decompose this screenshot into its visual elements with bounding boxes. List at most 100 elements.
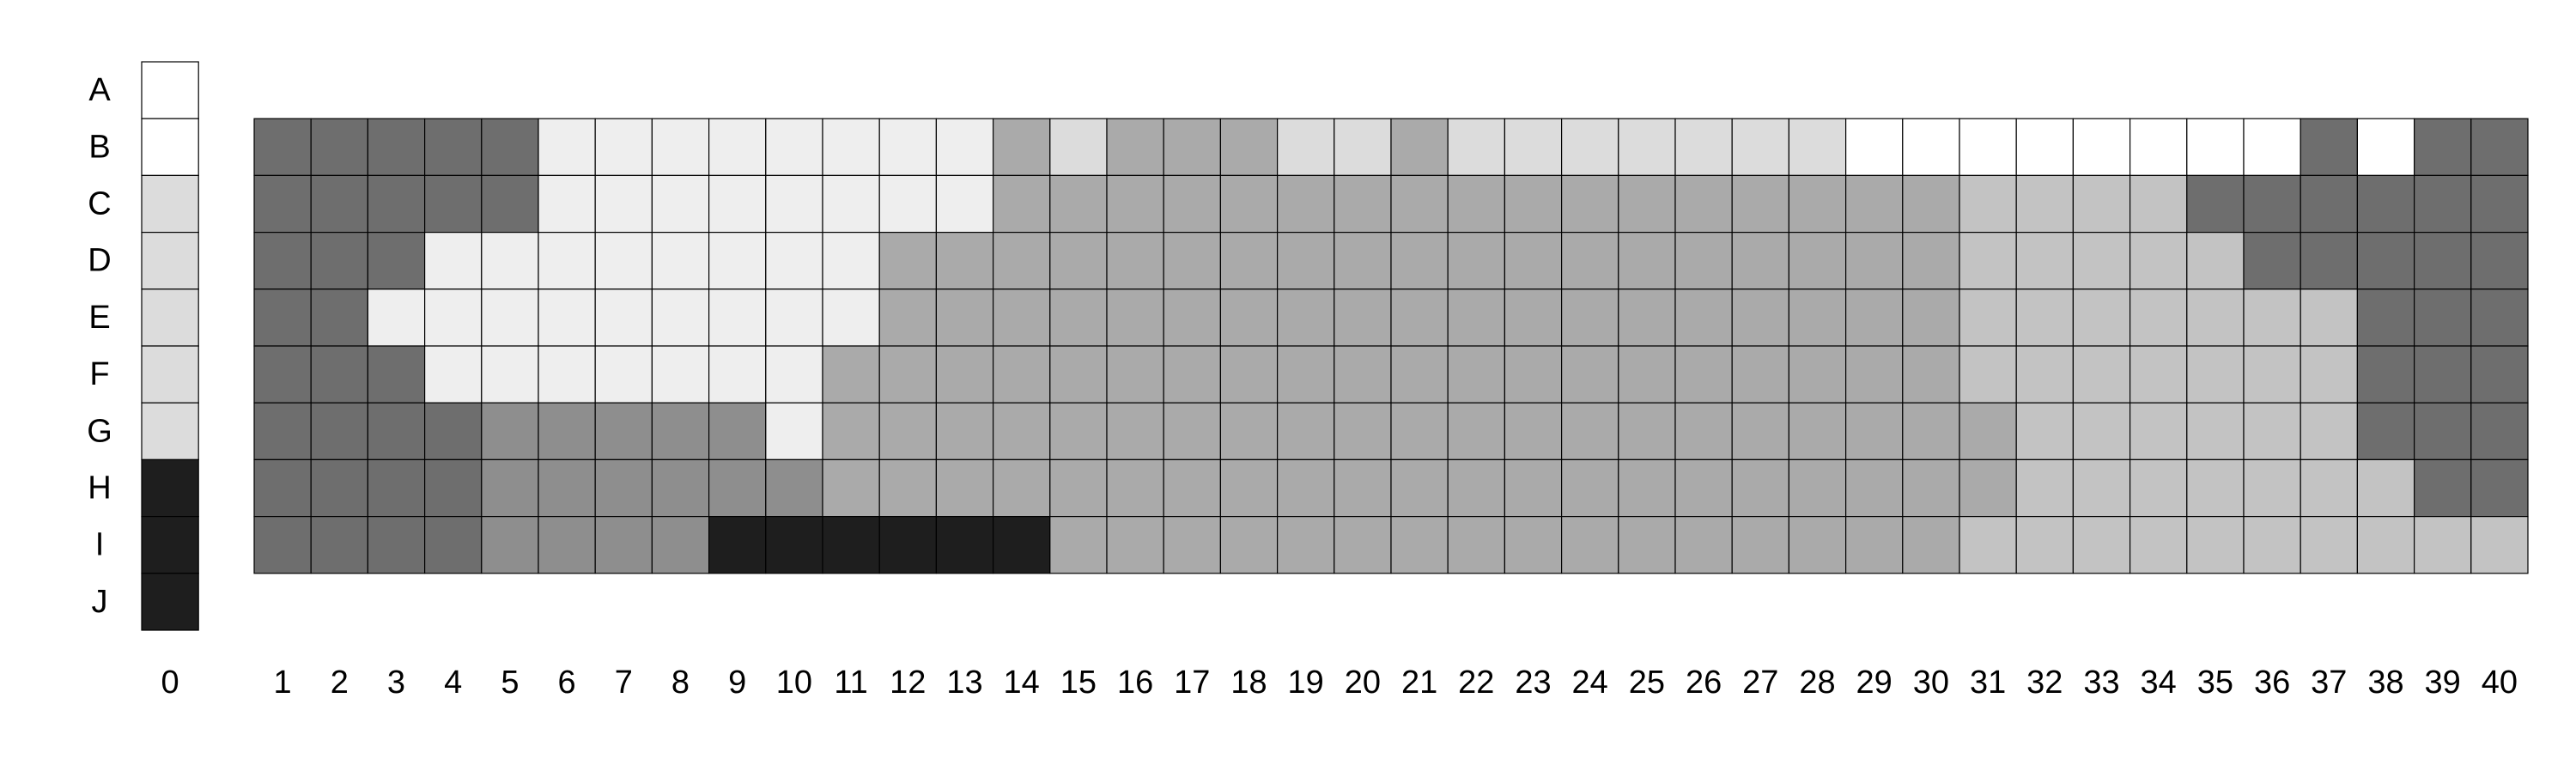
heatmap-cell-B-20 [1334, 118, 1392, 176]
heatmap-cell-C-6 [538, 174, 596, 234]
heatmap-cell-H-36 [2243, 458, 2301, 518]
column-label-14: 14 [1004, 665, 1040, 701]
heatmap-cell-C-19 [1276, 174, 1335, 234]
heatmap-cell-D-27 [1731, 232, 1789, 290]
heatmap-cell-H-32 [2015, 458, 2074, 518]
heatmap-cell-D-16 [1106, 232, 1164, 290]
heatmap-cell-F-13 [935, 345, 994, 404]
heatmap-cell-I-35 [2186, 515, 2245, 574]
row-label-D: D [88, 243, 111, 279]
heatmap-cell-C-20 [1334, 174, 1392, 234]
heatmap-cell-C-4 [424, 174, 483, 234]
heatmap-cell-C-39 [2414, 174, 2472, 234]
heatmap-cell-G-4 [424, 402, 483, 461]
heatmap-cell-G-39 [2414, 402, 2472, 461]
heatmap-cell-B-27 [1731, 118, 1789, 176]
heatmap-cell-D-39 [2414, 232, 2472, 290]
heatmap-cell-B-18 [1219, 118, 1279, 176]
heatmap-cell-D-14 [992, 232, 1051, 290]
heatmap-cell-H-17 [1163, 458, 1221, 518]
column-label-10: 10 [776, 665, 812, 701]
heatmap-cell-E-28 [1788, 288, 1847, 347]
heatmap-cell-F-31 [1959, 345, 2017, 404]
heatmap-cell-C-8 [651, 174, 710, 234]
heatmap-cell-F-17 [1163, 345, 1221, 404]
heatmap-cell-F-29 [1845, 345, 1904, 404]
heatmap-cell-F-11 [822, 345, 880, 404]
heatmap-grid-cells [253, 118, 2529, 574]
heatmap-cell-H-7 [594, 458, 653, 518]
heatmap-cell-E-8 [651, 288, 710, 347]
heatmap-cell-C-37 [2300, 174, 2358, 234]
heatmap-cell-B-4 [424, 118, 483, 176]
column-label-34: 34 [2141, 665, 2177, 701]
heatmap-cell-B-24 [1560, 118, 1619, 176]
heatmap-cell-D-38 [2356, 232, 2415, 290]
row-label-G: G [87, 413, 112, 449]
heatmap-cell-C-26 [1674, 174, 1733, 234]
heatmap-cell-C-0 [141, 174, 199, 234]
column-label-30: 30 [1913, 665, 1949, 701]
heatmap-cell-C-11 [822, 174, 880, 234]
heatmap-cell-C-5 [481, 174, 539, 234]
heatmap-cell-G-6 [538, 402, 596, 461]
heatmap-cell-I-2 [310, 515, 369, 574]
column-label-5: 5 [501, 665, 519, 701]
heatmap-cell-A-0 [141, 61, 199, 119]
heatmap-cell-I-1 [253, 515, 312, 574]
heatmap-cell-I-38 [2356, 515, 2415, 574]
heatmap-cell-I-7 [594, 515, 653, 574]
heatmap-cell-E-14 [992, 288, 1051, 347]
heatmap-cell-C-9 [708, 174, 767, 234]
heatmap-cell-I-0 [141, 515, 199, 574]
heatmap-cell-E-1 [253, 288, 312, 347]
heatmap-cell-B-0 [141, 118, 199, 176]
heatmap-cell-F-7 [594, 345, 653, 404]
heatmap-cell-F-37 [2300, 345, 2358, 404]
heatmap-cell-F-16 [1106, 345, 1164, 404]
heatmap-cell-H-19 [1276, 458, 1335, 518]
heatmap-cell-D-2 [310, 232, 369, 290]
heatmap-cell-D-33 [2072, 232, 2131, 290]
heatmap-cell-F-33 [2072, 345, 2131, 404]
column-label-9: 9 [728, 665, 746, 701]
heatmap-cell-H-4 [424, 458, 483, 518]
heatmap-cell-H-34 [2129, 458, 2188, 518]
heatmap-cell-G-22 [1447, 402, 1505, 461]
heatmap-cell-I-11 [822, 515, 880, 574]
column-label-33: 33 [2083, 665, 2119, 701]
heatmap-cell-F-2 [310, 345, 369, 404]
heatmap-cell-H-11 [822, 458, 880, 518]
heatmap-cell-I-25 [1618, 515, 1676, 574]
heatmap-cell-H-12 [878, 458, 937, 518]
heatmap-cell-D-26 [1674, 232, 1733, 290]
heatmap-cell-C-35 [2186, 174, 2245, 234]
heatmap-cell-I-4 [424, 515, 483, 574]
heatmap-cell-D-30 [1902, 232, 1960, 290]
heatmap-cell-G-23 [1504, 402, 1563, 461]
heatmap-cell-F-26 [1674, 345, 1733, 404]
row-label-I: I [95, 527, 105, 563]
row-label-F: F [89, 356, 109, 392]
heatmap-cell-G-14 [992, 402, 1051, 461]
heatmap-cell-E-39 [2414, 288, 2472, 347]
heatmap-cell-C-34 [2129, 174, 2188, 234]
heatmap-cell-D-13 [935, 232, 994, 290]
column-label-27: 27 [1742, 665, 1778, 701]
heatmap-cell-C-27 [1731, 174, 1789, 234]
heatmap-cell-B-11 [822, 118, 880, 176]
heatmap-cell-C-21 [1390, 174, 1449, 234]
heatmap-cell-B-36 [2243, 118, 2301, 176]
heatmap-cell-B-17 [1163, 118, 1221, 176]
heatmap-cell-G-26 [1674, 402, 1733, 461]
heatmap-cell-G-40 [2470, 402, 2529, 461]
heatmap-cell-E-20 [1334, 288, 1392, 347]
heatmap-cell-G-13 [935, 402, 994, 461]
heatmap-cell-D-5 [481, 232, 539, 290]
column-labels: 0 1 2 3 4 5 6 7 8 9 10 11 12 13 14 15 16 17 18 19 20 21 22 23 24… [161, 665, 2518, 701]
column-label-7: 7 [615, 665, 633, 701]
heatmap-cell-G-9 [708, 402, 767, 461]
column-label-12: 12 [890, 665, 926, 701]
heatmap-cell-H-28 [1788, 458, 1847, 518]
heatmap-cell-F-12 [878, 345, 937, 404]
